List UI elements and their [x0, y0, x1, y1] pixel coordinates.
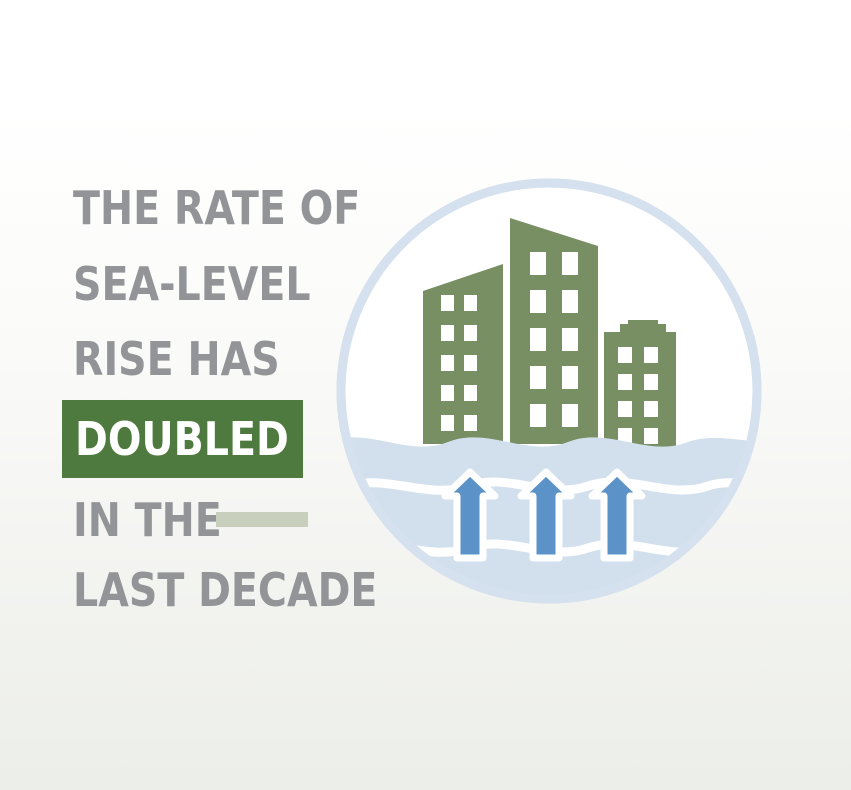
building-icon [423, 264, 503, 444]
building-icon [510, 218, 598, 444]
up-arrow-icon [517, 468, 575, 562]
headline-line-5: IN THE [73, 493, 222, 547]
headline-highlight: DOUBLED [75, 412, 289, 466]
highlight-box [62, 400, 303, 478]
headline-line-1: THE RATE OF [73, 181, 361, 235]
up-arrow-icon [441, 468, 499, 562]
headline-line-6: LAST DECADE [73, 563, 378, 617]
accent-dash [216, 512, 308, 527]
up-arrow-icon [588, 468, 646, 562]
building-icon [604, 320, 676, 449]
flooded-city-illustration [336, 178, 762, 604]
headline-line-3: RISE HAS [73, 332, 280, 386]
headline-line-2: SEA-LEVEL [73, 257, 311, 311]
